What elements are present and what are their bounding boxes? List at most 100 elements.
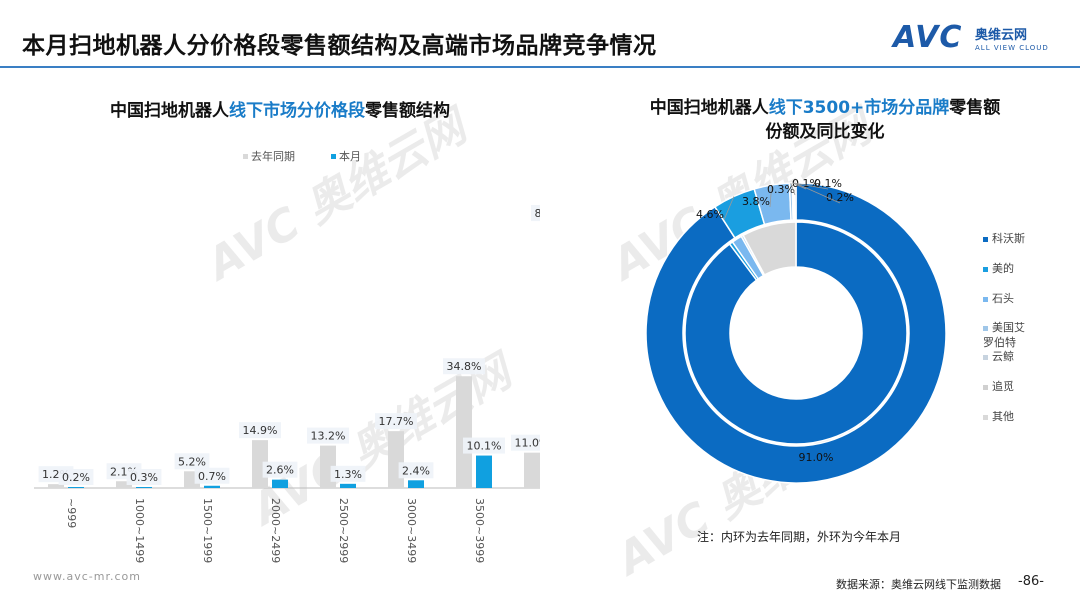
- data-label-curr-5: 2.4%: [402, 464, 430, 477]
- data-label-bg: [375, 413, 417, 430]
- legend-label: 美国艾 罗伯特: [983, 321, 1025, 349]
- donut-legend-item: 追觅: [983, 379, 1014, 394]
- donut-legend-item: 美国艾 罗伯特: [983, 320, 1025, 350]
- legend-label: 科沃斯: [992, 232, 1025, 245]
- x-tick-label-2: 1500~1999: [201, 498, 214, 563]
- data-label-prev-4: 13.2%: [311, 430, 346, 443]
- donut-label-1: 4.6%: [696, 208, 724, 221]
- bar-chart: 去年同期 本月1.2%0.2%~9992.1%0.3%1000~14995.2%0…: [34, 149, 540, 563]
- bar-prev-0: [48, 484, 64, 488]
- x-tick-label-0: ~999: [65, 498, 78, 528]
- data-label-prev-7: 11.0%: [515, 437, 540, 450]
- logo-main: AVC: [893, 20, 963, 55]
- bar-prev-7: [524, 452, 540, 488]
- data-label-bg: [239, 422, 281, 439]
- leader-line-6: [794, 182, 841, 204]
- outer-slice-0: [645, 182, 947, 484]
- legend-label-0: 去年同期: [251, 149, 295, 163]
- data-label-curr-2: 0.7%: [198, 470, 226, 483]
- donut-label-6: 0.2%: [826, 191, 854, 204]
- legend-label: 追觅: [992, 380, 1014, 393]
- legend-label: 美的: [992, 262, 1014, 275]
- leader-line-1: [723, 196, 735, 221]
- donut-label-5: 0.1%: [814, 177, 842, 190]
- legend-label-1: 本月: [339, 149, 361, 163]
- legend-swatch: [983, 354, 988, 360]
- footer-source: 数据来源：奥维云网线下监测数据: [836, 578, 1001, 591]
- page-title: 本月扫地机器人分价格段零售额结构及高端市场品牌竞争情况: [22, 33, 657, 59]
- donut-label-0: 91.0%: [799, 451, 834, 464]
- leader-line-4: [792, 182, 807, 190]
- data-label-curr-0: 0.2%: [62, 471, 90, 484]
- legend-swatch: [983, 325, 988, 331]
- bar-prev-6: [456, 376, 472, 488]
- legend-label: 其他: [992, 410, 1014, 423]
- data-label-curr-4: 1.3%: [334, 468, 362, 481]
- donut-label-3: 0.3%: [767, 183, 795, 196]
- bar-curr-1: [136, 487, 152, 488]
- bar-curr-4: [340, 483, 356, 488]
- data-label-prev-3: 14.9%: [243, 424, 278, 437]
- title-divider: [0, 66, 1080, 68]
- bar-prev-5: [388, 431, 404, 488]
- legend-swatch: [983, 296, 988, 302]
- data-label-prev-5: 17.7%: [379, 415, 414, 428]
- data-label-bg: [443, 358, 485, 375]
- legend-label: 石头: [992, 292, 1014, 305]
- donut-legend-item: 云鲸: [983, 349, 1014, 364]
- legend-swatch: [983, 236, 988, 242]
- right-chart-title: 中国扫地机器人线下3500+市场分品牌零售额 份额及同比变化: [649, 98, 1001, 142]
- legend-swatch: [983, 266, 988, 272]
- data-label-bg: [262, 461, 298, 478]
- leader-line-2: [769, 184, 773, 208]
- x-tick-label-1: 1000~1499: [133, 498, 146, 563]
- x-tick-label-4: 2500~2999: [337, 498, 350, 563]
- data-label-curr-3: 2.6%: [266, 464, 294, 477]
- bar-curr-2: [204, 485, 220, 488]
- data-label-bg: [330, 465, 366, 482]
- bar-curr-3: [272, 479, 288, 488]
- x-tick-label-6: 3500~3999: [473, 498, 486, 563]
- chart-note: 注：内环为去年同期，外环为今年本月: [697, 530, 902, 544]
- donut-chart: 91.0%4.6%3.8%0.3%0.1%0.1%0.2%: [645, 177, 947, 484]
- legend-swatch: [983, 414, 988, 420]
- data-label-bg: [174, 453, 210, 470]
- x-tick-label-5: 3000~3499: [405, 498, 418, 563]
- data-label-bg: [126, 469, 162, 485]
- left-chart-title: 中国扫地机器人线下市场分价格段零售额结构: [110, 101, 450, 121]
- data-label-bg: [307, 427, 349, 444]
- donut-legend-item: 美的: [983, 261, 1014, 276]
- data-label-bg: [398, 462, 434, 479]
- bar-curr-0: [68, 487, 84, 488]
- x-tick-label-3: 2000~2499: [269, 498, 282, 563]
- legend-swatch: [983, 384, 988, 390]
- leader-line-5: [793, 182, 829, 190]
- logo-chinese: 奥维云网: [975, 28, 1028, 43]
- data-label-curr-7: 82.5%: [535, 207, 540, 220]
- data-label-prev-6: 34.8%: [447, 360, 482, 373]
- bar-prev-1: [116, 481, 132, 488]
- data-label-bg: [194, 467, 230, 484]
- bar-curr-6: [476, 455, 492, 488]
- data-label-bg: [511, 434, 540, 451]
- leader-line-3: [790, 182, 796, 196]
- legend-swatch-0: [243, 154, 248, 159]
- inner-slice-6: [742, 221, 797, 276]
- data-label-curr-6: 10.1%: [467, 440, 502, 453]
- logo-english: ALL VIEW CLOUD: [975, 44, 1049, 52]
- data-label-bg: [531, 205, 540, 222]
- page-number: -86-: [1018, 574, 1044, 589]
- data-label-curr-1: 0.3%: [130, 471, 158, 484]
- data-label-prev-2: 5.2%: [178, 455, 206, 468]
- footer-site: www.avc-mr.com: [33, 570, 141, 583]
- donut-legend-item: 石头: [983, 291, 1014, 306]
- data-label-bg: [58, 469, 94, 485]
- inner-slice-0: [684, 221, 908, 445]
- donut-legend-item: 科沃斯: [983, 231, 1025, 246]
- data-label-bg: [463, 437, 505, 454]
- legend-swatch-1: [331, 154, 336, 159]
- bar-curr-5: [408, 480, 424, 488]
- logo: AVC 奥维云网 ALL VIEW CLOUD: [893, 20, 1048, 55]
- legend-label: 云鲸: [992, 350, 1014, 363]
- donut-label-2: 3.8%: [742, 195, 770, 208]
